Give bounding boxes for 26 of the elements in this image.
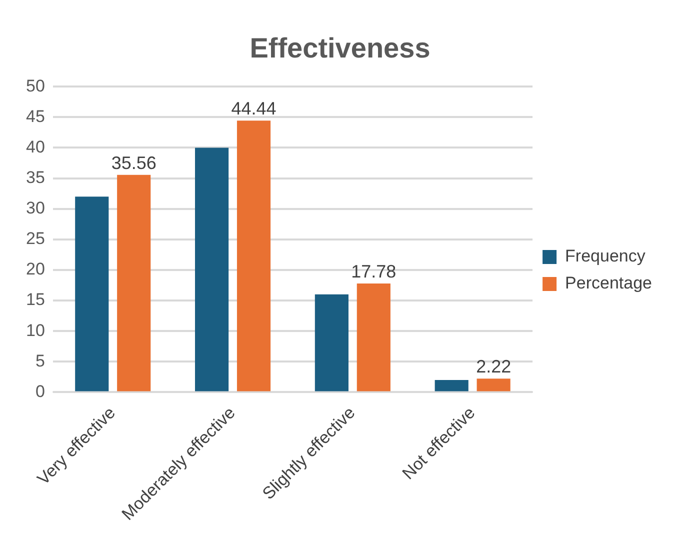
y-tick-label: 50 xyxy=(26,76,45,96)
bar xyxy=(476,378,510,392)
legend-label: Percentage xyxy=(565,274,652,293)
y-tick-label: 35 xyxy=(26,168,45,187)
legend-label: Frequency xyxy=(565,246,646,266)
y-tick-label: 25 xyxy=(26,229,45,248)
y-tick-label: 10 xyxy=(26,320,45,340)
data-label: 2.22 xyxy=(476,356,512,377)
y-tick-label: 20 xyxy=(26,260,45,279)
data-label: 44.44 xyxy=(231,98,276,119)
chart-title: Effectiveness xyxy=(250,32,430,64)
bar xyxy=(195,148,229,392)
y-tick-label: 0 xyxy=(35,382,45,401)
data-label: 17.78 xyxy=(351,262,396,282)
bar xyxy=(117,174,151,392)
bar xyxy=(434,380,468,392)
y-tick-label: 15 xyxy=(26,290,45,310)
y-tick-label: 5 xyxy=(35,351,45,370)
data-label: 35.56 xyxy=(111,152,156,173)
y-tick-label: 30 xyxy=(26,198,45,218)
y-tick-label: 45 xyxy=(26,106,45,126)
y-tick-label: 40 xyxy=(26,137,45,156)
bar xyxy=(236,120,271,392)
bar xyxy=(75,196,109,392)
bar xyxy=(356,284,390,392)
bar xyxy=(314,294,348,392)
